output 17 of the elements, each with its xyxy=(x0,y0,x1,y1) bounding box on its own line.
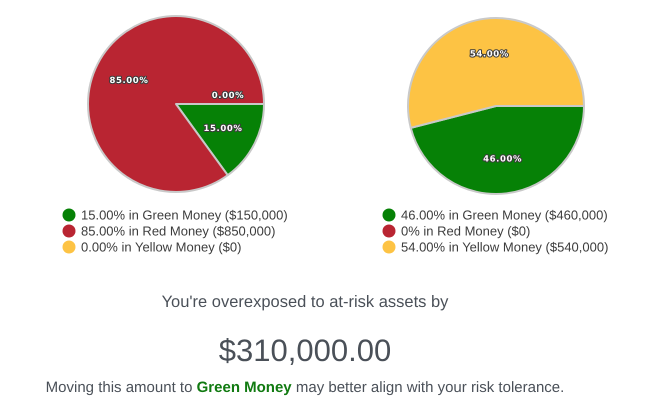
text: You're overexposed to at-risk assets by xyxy=(162,293,450,311)
legend-label: 54.00% in Yellow Money ($540,000) xyxy=(401,240,608,255)
data-label: 15.00% xyxy=(204,124,243,134)
text: $310,000.00 xyxy=(218,333,392,368)
data-label: 46.00% xyxy=(483,154,522,164)
text: Green Money xyxy=(196,379,292,396)
legend-label: 46.00% in Green Money ($460,000) xyxy=(401,208,608,223)
legend-label: 0.00% in Yellow Money ($0) xyxy=(81,240,242,255)
legend-label: 85.00% in Red Money ($850,000) xyxy=(81,224,276,239)
text: Moving this amount to xyxy=(46,379,192,396)
legend-label: 15.00% in Green Money ($150,000) xyxy=(81,208,288,223)
legend-label: 0% in Red Money ($0) xyxy=(401,224,530,239)
text: 0.00% xyxy=(212,91,244,102)
data-label: 85.00% xyxy=(109,76,148,86)
pie-slice xyxy=(87,15,265,193)
text: may better align with your risk tolerance. xyxy=(296,379,564,396)
data-label: 54.00% xyxy=(470,50,509,60)
